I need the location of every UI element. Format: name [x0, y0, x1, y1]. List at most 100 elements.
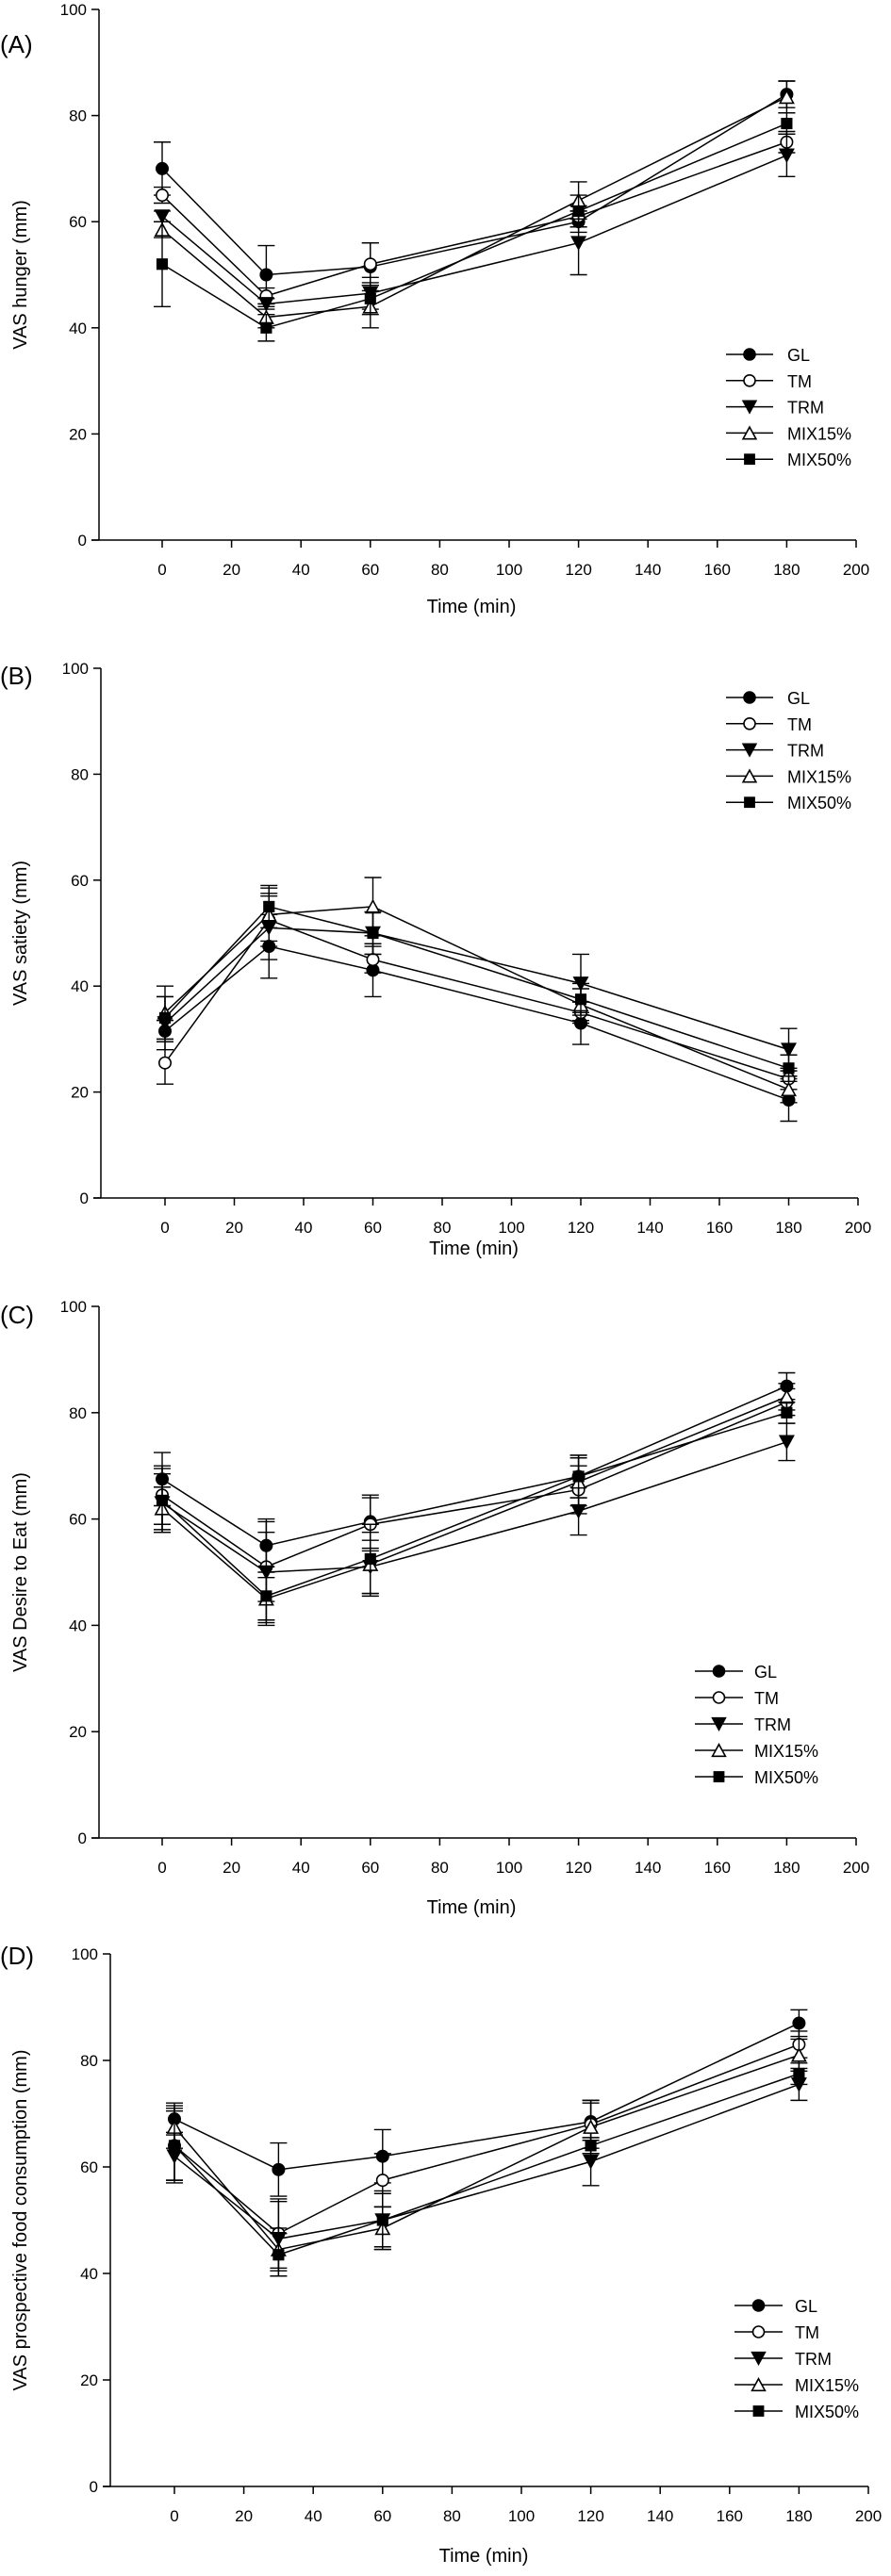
y-axis-title: VAS prospective food consumption (mm) — [10, 2049, 31, 2390]
x-tick-label: 200 — [855, 2507, 882, 2525]
legend-item: GL — [734, 2297, 817, 2316]
legend-label: GL — [795, 2297, 817, 2316]
x-tick-label: 100 — [508, 2507, 535, 2525]
series-line — [164, 919, 789, 1080]
legend-item: GL — [726, 689, 810, 708]
legend-marker — [751, 2325, 766, 2338]
series-gl — [154, 1371, 796, 1573]
x-tick-label: 0 — [157, 1859, 166, 1877]
legend: GL TM TRM MIX15% MIX50% — [726, 346, 851, 469]
series-line — [173, 2083, 800, 2240]
y-tick-label: 40 — [69, 1616, 87, 1634]
y-tick-label: 60 — [69, 213, 87, 231]
series-tm — [166, 2030, 808, 2270]
panel-label: (B) — [0, 662, 33, 690]
legend-marker — [752, 2405, 765, 2417]
y-tick-label: 100 — [60, 1, 87, 19]
data-point — [257, 297, 274, 312]
x-tick-label: 40 — [305, 2507, 322, 2525]
legend-marker — [744, 796, 755, 809]
x-tick-label: 120 — [568, 1219, 594, 1237]
panel-label: (A) — [0, 30, 33, 58]
data-point — [158, 1011, 172, 1024]
data-point — [154, 209, 171, 224]
legend-marker — [713, 1771, 725, 1782]
x-tick-label: 20 — [223, 1859, 240, 1877]
x-axis-title: Time (min) — [429, 1239, 519, 1259]
series-mix50pct — [154, 112, 796, 342]
data-point — [156, 189, 170, 203]
legend-item: MIX15% — [726, 767, 851, 786]
y-tick-label: 0 — [78, 532, 87, 550]
legend-item: MIX15% — [726, 424, 851, 443]
data-point — [781, 117, 793, 130]
x-tick-label: 140 — [636, 1219, 663, 1237]
data-point — [792, 2016, 806, 2030]
series-line — [161, 1412, 787, 1598]
x-tick-label: 40 — [292, 1859, 310, 1877]
legend-marker — [751, 2351, 767, 2366]
x-tick-label: 20 — [223, 561, 240, 579]
data-point — [263, 900, 275, 912]
series-tm — [154, 130, 796, 305]
data-point — [366, 953, 380, 967]
chart-panel-d: (D) 0 20 40 60 80 100 0 20 40 60 80 100 120 140 160 180 2… — [0, 1942, 882, 2567]
series-trm — [157, 894, 798, 1072]
data-point — [572, 1470, 585, 1483]
series-line — [164, 906, 789, 1070]
y-tick-label: 40 — [69, 320, 87, 337]
x-tick-label: 180 — [785, 2507, 812, 2525]
data-point — [158, 1056, 173, 1070]
legend-label: TRM — [787, 399, 824, 418]
y-tick-label: 80 — [69, 107, 87, 125]
x-tick-label: 140 — [647, 2507, 673, 2525]
y-tick-label: 20 — [80, 2371, 98, 2389]
data-point — [781, 1406, 793, 1419]
data-point — [156, 1494, 169, 1506]
x-tick-label: 120 — [565, 1859, 591, 1877]
x-tick-label: 0 — [157, 561, 166, 579]
series-tm — [157, 893, 798, 1091]
data-point — [168, 2140, 181, 2152]
series-line — [161, 93, 787, 276]
series-line — [161, 96, 787, 319]
legend-label: MIX15% — [754, 1742, 818, 1761]
y-tick-label: 80 — [80, 2052, 98, 2070]
series-tm — [154, 1387, 796, 1602]
legend-marker — [741, 400, 758, 415]
x-tick-label: 80 — [431, 561, 449, 579]
legend-item: MIX50% — [695, 1768, 818, 1787]
legend-marker — [743, 691, 756, 704]
data-point — [778, 1435, 795, 1450]
x-tick-label: 60 — [361, 561, 379, 579]
x-tick-label: 40 — [295, 1219, 313, 1237]
series-line — [161, 123, 787, 329]
data-point — [583, 2119, 600, 2134]
data-point — [156, 258, 169, 271]
y-axis-title: VAS Desire to Eat (mm) — [10, 1472, 31, 1672]
data-point — [793, 2068, 805, 2080]
data-point — [272, 2249, 285, 2261]
series-trm — [166, 2067, 808, 2277]
data-point — [570, 1503, 587, 1519]
x-tick-label: 200 — [845, 1219, 871, 1237]
x-tick-label: 160 — [704, 1859, 731, 1877]
data-point — [778, 89, 795, 105]
legend-marker — [751, 2299, 766, 2312]
data-point — [778, 1388, 795, 1404]
x-tick-label: 20 — [225, 1219, 243, 1237]
series-gl — [166, 2009, 808, 2197]
chart-panel-b: (B) 0 20 40 60 80 100 0 20 40 60 80 100 120 140 160 180 2… — [0, 660, 871, 1259]
y-tick-label: 0 — [80, 1190, 89, 1207]
data-point — [364, 1552, 376, 1565]
legend-marker — [743, 716, 756, 730]
legend-item: TRM — [695, 1715, 791, 1734]
legend-label: MIX50% — [754, 1768, 818, 1787]
series-gl — [157, 913, 798, 1123]
data-point — [781, 1042, 797, 1058]
panel-label: (C) — [0, 1301, 34, 1329]
legend-marker — [743, 348, 756, 361]
x-tick-label: 140 — [635, 1859, 661, 1877]
legend-item: GL — [726, 346, 810, 365]
legend-item: TRM — [726, 742, 824, 761]
